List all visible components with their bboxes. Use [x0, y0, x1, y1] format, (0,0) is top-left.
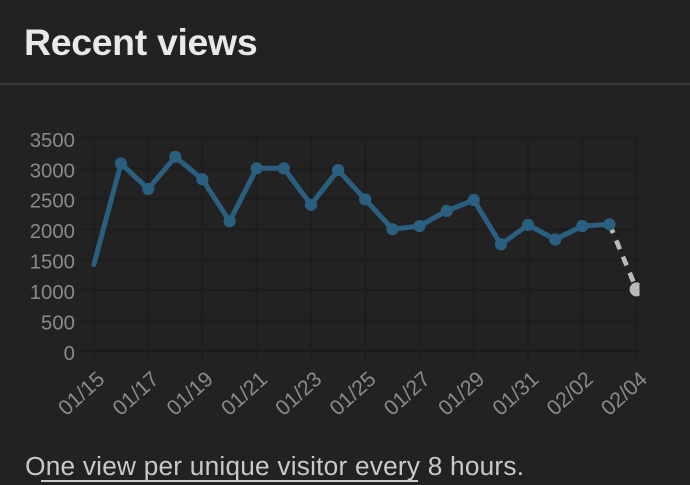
svg-text:01/19: 01/19 — [162, 367, 218, 420]
svg-text:500: 500 — [41, 313, 75, 335]
svg-text:01/21: 01/21 — [216, 367, 272, 420]
svg-text:01/31: 01/31 — [488, 367, 544, 420]
svg-text:0: 0 — [64, 343, 75, 365]
svg-text:2500: 2500 — [30, 191, 75, 213]
svg-text:01/15: 01/15 — [54, 367, 110, 420]
svg-text:02/02: 02/02 — [542, 367, 598, 420]
svg-text:01/25: 01/25 — [325, 367, 381, 420]
svg-text:1000: 1000 — [30, 282, 75, 304]
svg-text:3000: 3000 — [30, 160, 75, 182]
svg-text:02/04: 02/04 — [596, 367, 652, 421]
svg-text:01/27: 01/27 — [379, 367, 435, 420]
svg-text:3500: 3500 — [30, 130, 75, 152]
svg-text:01/29: 01/29 — [433, 367, 489, 420]
svg-text:2000: 2000 — [30, 221, 75, 243]
svg-text:1500: 1500 — [30, 252, 75, 274]
svg-text:01/23: 01/23 — [271, 367, 327, 420]
svg-text:01/17: 01/17 — [108, 367, 164, 420]
